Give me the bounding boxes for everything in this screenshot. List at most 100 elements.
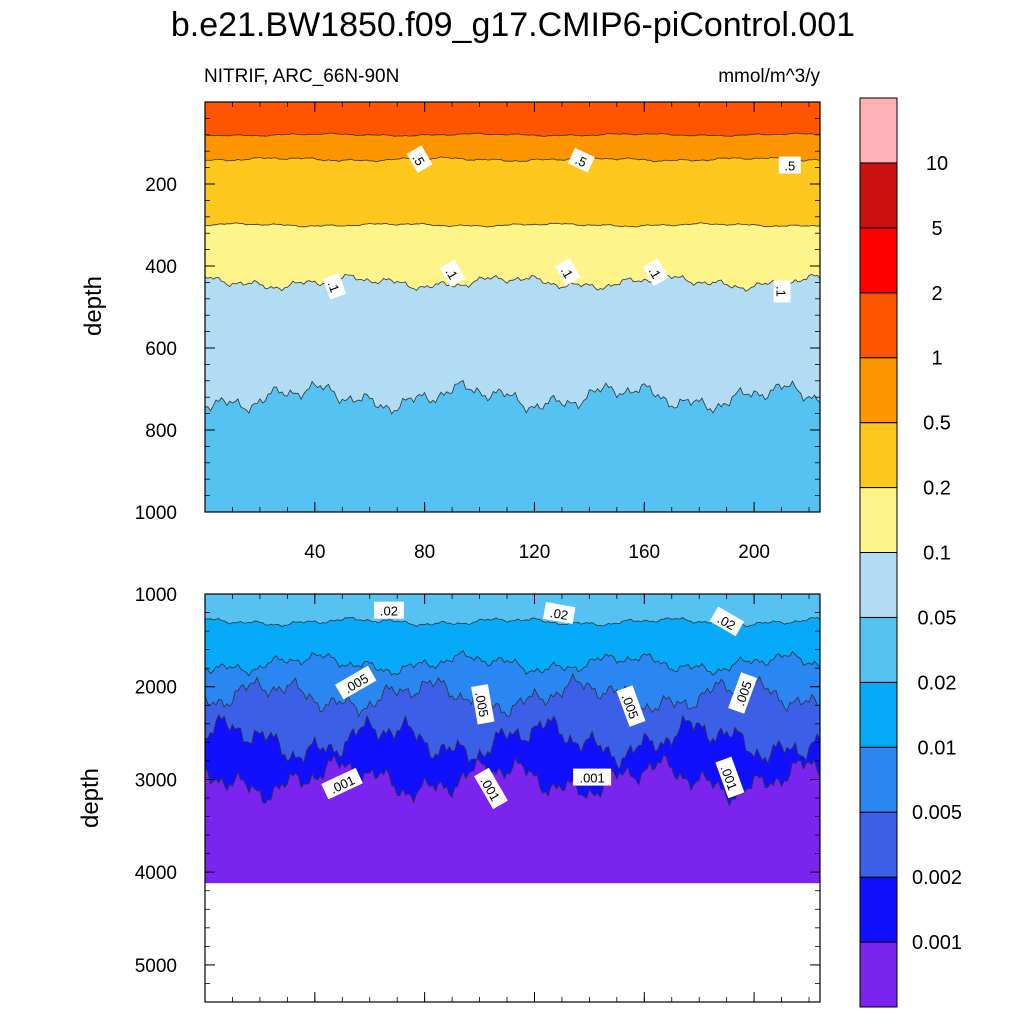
colorbar: 0.001 0.002 0.005 0.01 0.02 0.05 0.1 0.2 0.5 1 2 5 1… xyxy=(859,97,962,1008)
colorbar-swatch xyxy=(859,162,898,229)
colorbar-level-label: 0.2 xyxy=(923,478,951,500)
contour-label: .5 xyxy=(567,147,595,173)
colorbar-level-label: 0.001 xyxy=(912,932,962,954)
colorbar-swatch xyxy=(859,811,898,878)
upper-y-tick-label: 600 xyxy=(145,339,177,360)
contour-label-box xyxy=(373,601,404,619)
contour-label-box xyxy=(335,665,377,700)
lower-depth-panel: .02.02.02.005.005.005.005.001.001.001.00… xyxy=(135,585,821,1003)
contour-label: .005 xyxy=(471,684,495,725)
contour-label-box xyxy=(406,145,433,173)
colorbar-swatch xyxy=(859,292,898,359)
upper-depth-panel: .5 .5 .5 .1 .1 .1 .1 .1 200 400 600 800 1000 40 80 120 1… xyxy=(135,101,821,563)
colorbar-swatch xyxy=(859,941,898,1008)
contour-label-box xyxy=(554,258,581,286)
lower-y-tick-label: 2000 xyxy=(135,678,177,699)
upper-contour-line-0.2 xyxy=(204,222,821,228)
contour-label-box xyxy=(773,280,791,303)
lower-y-tick-label: 3000 xyxy=(135,770,177,791)
upper-x-tick-label: 120 xyxy=(519,542,551,563)
upper-y-tick-label: 200 xyxy=(145,175,177,196)
contour-label: .5 xyxy=(778,156,801,174)
contour-label-text: .1 xyxy=(774,286,789,297)
colorbar-level-label: 0.002 xyxy=(912,867,962,889)
units-label: mmol/m^3/y xyxy=(718,66,820,87)
contour-label-box xyxy=(616,685,646,727)
colorbar-level-label: 10 xyxy=(926,153,948,175)
lower-contour-line-0.005 xyxy=(204,672,821,718)
colorbar-swatch xyxy=(859,681,898,748)
upper-x-tick-label: 40 xyxy=(304,542,325,563)
contour-label: .001 xyxy=(573,768,612,786)
contour-label-box xyxy=(728,672,758,714)
colorbar-swatch xyxy=(859,422,898,489)
contour-label-box xyxy=(474,767,508,810)
upper-band-1 xyxy=(205,102,820,137)
contour-label-text: .5 xyxy=(784,159,795,174)
contour-label-text: .02 xyxy=(549,605,569,623)
contour-label: .5 xyxy=(406,145,433,173)
upper-y-tick-label: 800 xyxy=(145,421,177,442)
upper-contour-line-1 xyxy=(204,132,821,137)
contour-label-box xyxy=(322,273,347,300)
contour-label-text: .005 xyxy=(472,691,491,719)
upper-y-axis-label: depth xyxy=(80,276,107,336)
colorbar-level-label: 0.005 xyxy=(912,802,962,824)
upper-x-tick-label: 80 xyxy=(414,542,435,563)
contour-label: .1 xyxy=(554,258,581,286)
contour-label-box xyxy=(471,684,495,725)
colorbar-level-label: 2 xyxy=(931,283,942,305)
contour-label: .1 xyxy=(439,259,466,287)
contour-label-box xyxy=(439,259,466,287)
colorbar-swatch xyxy=(859,876,898,943)
colorbar-swatch xyxy=(859,616,898,683)
contour-label-box xyxy=(543,602,576,624)
upper-y-tick-label: 1000 xyxy=(135,503,177,524)
contour-label: .02 xyxy=(543,602,576,624)
figure-title: b.e21.BW1850.f09_g17.CMIP6-piControl.001 xyxy=(171,6,855,44)
contour-label-box xyxy=(573,768,612,786)
contour-label-text: .1 xyxy=(325,279,343,294)
upper-contour-line-0.1 xyxy=(204,273,821,292)
contour-label-box xyxy=(642,258,669,287)
colorbar-level-label: 0.05 xyxy=(918,607,957,629)
contour-label-text: .02 xyxy=(380,604,398,619)
lower-contour-line-0.001 xyxy=(204,754,821,807)
colorbar-level-label: 0.5 xyxy=(923,413,951,435)
colorbar-swatch xyxy=(859,227,898,294)
contour-label-box xyxy=(567,147,595,173)
colorbar-level-label: 5 xyxy=(931,218,942,240)
colorbar-level-label: 0.1 xyxy=(923,543,951,565)
colorbar-swatch xyxy=(859,552,898,618)
lower-y-tick-label: 4000 xyxy=(135,863,177,884)
upper-y-tick-label: 400 xyxy=(145,257,177,278)
colorbar-swatch xyxy=(859,357,898,424)
colorbar-level-label: 0.02 xyxy=(918,672,957,694)
upper-contour-line-0.05 xyxy=(204,380,821,415)
upper-contour-line-0.5 xyxy=(204,156,821,163)
contour-label: .1 xyxy=(642,258,669,287)
upper-plot-frame xyxy=(204,101,821,513)
contour-label-box xyxy=(709,606,745,637)
contour-label-box xyxy=(715,756,745,799)
colorbar-swatch xyxy=(859,97,898,164)
contour-label-box xyxy=(321,767,363,800)
upper-x-tick-label: 160 xyxy=(628,542,660,563)
colorbar-swatch xyxy=(859,487,898,554)
lower-contour-line-0.002 xyxy=(204,713,821,771)
lower-band-0.02 xyxy=(205,594,820,627)
colorbar-level-label: 1 xyxy=(931,348,942,370)
colorbar-level-label: 0.01 xyxy=(918,737,957,759)
contour-label: .1 xyxy=(773,280,791,303)
contour-label-text: .001 xyxy=(579,771,604,786)
contour-label-box xyxy=(778,156,801,174)
lower-y-tick-label: 5000 xyxy=(135,956,177,977)
upper-x-tick-label: 200 xyxy=(738,542,770,563)
variable-region-label: NITRIF, ARC_66N-90N xyxy=(204,66,399,87)
lower-contour-line-0.01 xyxy=(204,649,821,677)
lower-y-axis-label: depth xyxy=(77,768,104,828)
contour-label: .02 xyxy=(373,601,404,619)
colorbar-swatch xyxy=(859,746,898,813)
lower-y-tick-label: 1000 xyxy=(135,585,177,606)
